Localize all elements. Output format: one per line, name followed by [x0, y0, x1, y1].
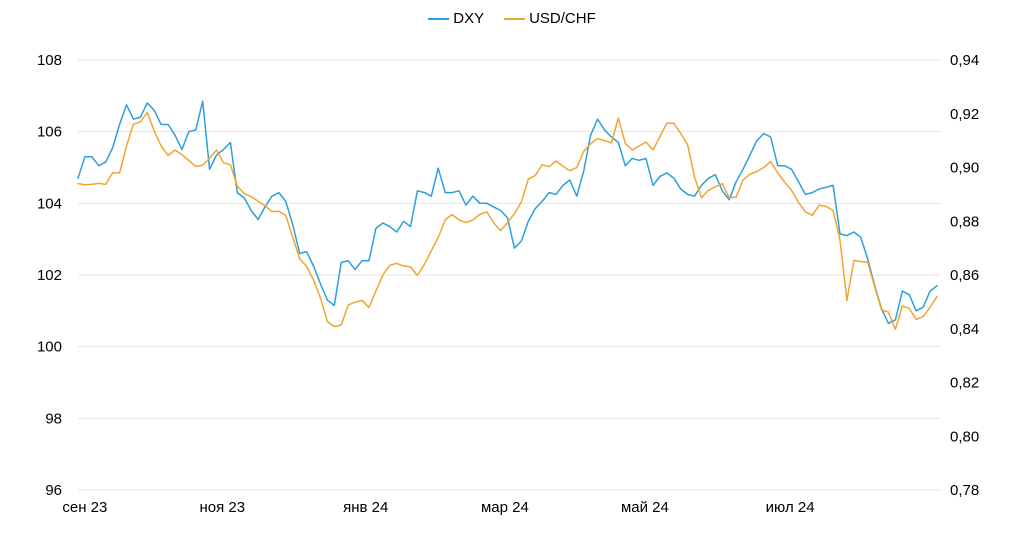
- y-axis-label-left: 96: [45, 482, 62, 499]
- x-axis-label: май 24: [621, 499, 669, 516]
- y-axis-label-left: 104: [37, 195, 62, 212]
- legend-label-dxy: DXY: [453, 10, 485, 27]
- y-axis-label-left: 98: [45, 410, 62, 427]
- legend-item-usd-chf[interactable]: USD/CHF: [504, 9, 596, 28]
- x-axis-label: мар 24: [481, 499, 529, 516]
- usd-chf-line: [77, 111, 938, 331]
- chart-legend: DXY USD/CHF: [0, 9, 1024, 28]
- dxy-line: [77, 100, 938, 325]
- y-axis-label-right: 0,78: [950, 482, 979, 499]
- y-axis-label-right: 0,92: [950, 106, 979, 123]
- legend-label-usd-chf: USD/CHF: [529, 10, 596, 27]
- y-axis-label-right: 0,86: [950, 267, 979, 284]
- x-axis-label: ноя 23: [200, 499, 246, 516]
- x-axis-label: янв 24: [343, 499, 388, 516]
- y-axis-label-left: 108: [37, 52, 62, 69]
- y-axis-label-right: 0,84: [950, 321, 979, 338]
- y-axis-label-right: 0,90: [950, 160, 979, 177]
- legend-item-dxy[interactable]: DXY: [428, 9, 484, 28]
- y-axis-label-right: 0,82: [950, 375, 979, 392]
- y-axis-label-right: 0,94: [950, 52, 979, 69]
- usd-chf-line-swatch-icon: [504, 17, 526, 20]
- y-axis-label-right: 0,80: [950, 428, 979, 445]
- y-axis-label-right: 0,88: [950, 213, 979, 230]
- x-axis-label: сен 23: [62, 499, 107, 516]
- dxy-line-swatch-icon: [428, 17, 450, 20]
- x-axis-label: июл 24: [766, 499, 815, 516]
- y-axis-label-left: 102: [37, 267, 62, 284]
- y-axis-label-left: 100: [37, 339, 62, 356]
- y-axis-label-left: 106: [37, 124, 62, 141]
